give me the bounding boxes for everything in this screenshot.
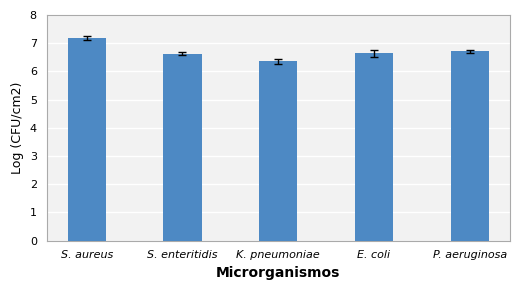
Y-axis label: Log (CFU/cm2): Log (CFU/cm2) [11, 82, 24, 174]
Bar [67, 38, 106, 241]
Bar [355, 54, 393, 241]
X-axis label: Microrganismos: Microrganismos [216, 266, 340, 280]
Bar [163, 54, 202, 241]
Bar [259, 61, 298, 241]
Bar [451, 51, 489, 241]
